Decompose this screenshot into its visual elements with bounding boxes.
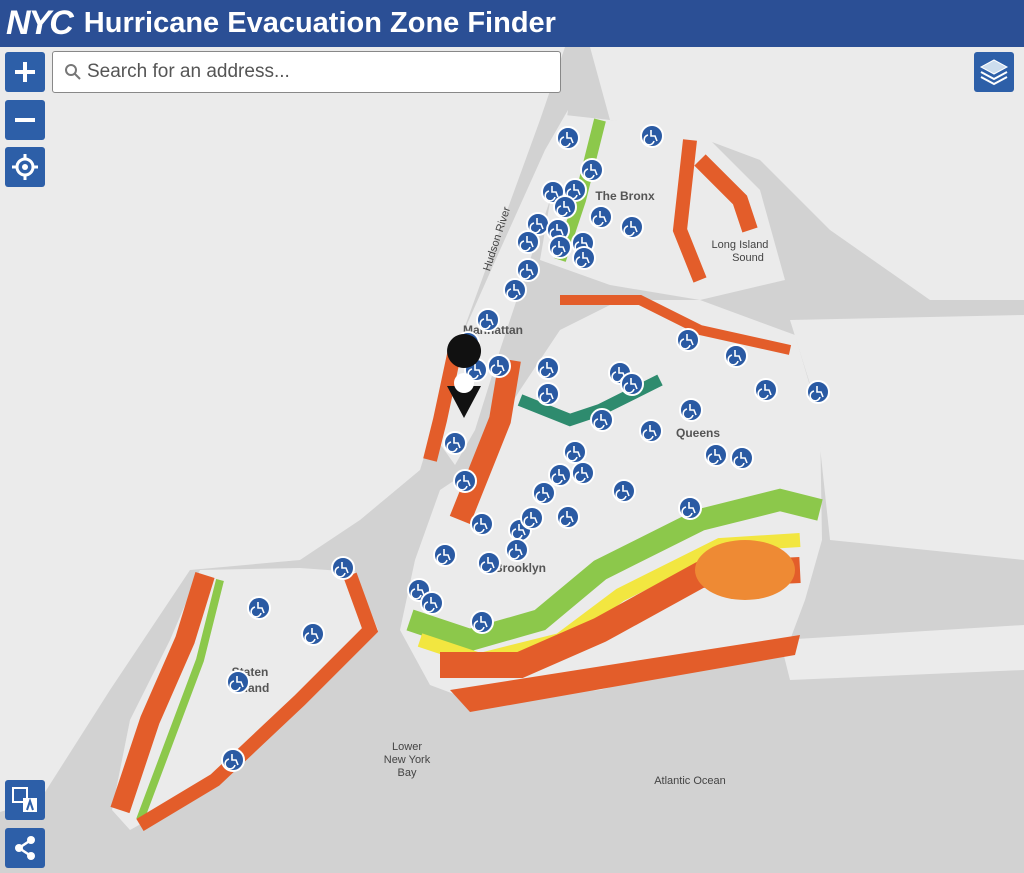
marker-icon — [643, 130, 658, 146]
marker-icon — [679, 334, 694, 350]
marker-icon — [480, 557, 495, 573]
share[interactable] — [5, 828, 45, 868]
marker-icon — [623, 378, 638, 394]
marker-icon — [535, 487, 550, 503]
marker-icon — [423, 597, 438, 613]
marker-icon — [229, 676, 244, 692]
marker-icon — [334, 562, 349, 578]
map-label: Brooklyn — [494, 561, 546, 575]
marker-icon — [556, 201, 571, 217]
marker-icon — [575, 252, 590, 268]
marker-icon — [544, 186, 559, 202]
marker-icon — [479, 314, 494, 330]
marker-icon — [250, 602, 265, 618]
layers[interactable] — [974, 52, 1014, 92]
marker-icon — [511, 524, 526, 540]
map-label: New York — [384, 754, 431, 766]
marker-icon — [551, 241, 566, 257]
marker-icon — [490, 360, 505, 376]
map-label: The Bronx — [595, 189, 655, 203]
marker-icon — [559, 132, 574, 148]
locate[interactable] — [5, 147, 45, 187]
marker-icon — [566, 446, 581, 462]
logo[interactable]: NYC — [6, 4, 74, 42]
marker-icon — [551, 469, 566, 485]
map-label: Sound — [732, 252, 764, 264]
map-label: Queens — [676, 426, 720, 440]
marker-icon — [757, 384, 772, 400]
marker-icon — [508, 544, 523, 560]
zoom-in[interactable] — [5, 52, 45, 92]
search-box[interactable]: Search for an address... — [52, 51, 561, 93]
location-pin[interactable] — [447, 334, 482, 418]
map[interactable]: The Bronx Long Island Sound Hudson River… — [0, 47, 1024, 873]
marker-icon — [623, 221, 638, 237]
map-label: Bay — [398, 767, 417, 779]
title: Hurricane Evacuation Zone Finder — [83, 7, 556, 39]
marker-icon — [681, 502, 696, 518]
map-label: Long Island — [712, 239, 769, 251]
marker-icon — [304, 628, 319, 644]
marker-icon — [727, 350, 742, 366]
zoom-out[interactable] — [5, 100, 45, 140]
marker-icon — [519, 264, 534, 280]
marker-icon — [642, 425, 657, 441]
map-label: Lower — [392, 741, 422, 753]
marker-icon — [436, 549, 451, 565]
marker-icon — [593, 414, 608, 430]
marker-icon — [473, 616, 488, 632]
marker-icon — [592, 211, 607, 227]
map-label: Atlantic Ocean — [654, 775, 726, 787]
marker-icon — [410, 584, 425, 600]
marker-icon — [523, 512, 538, 528]
marker-icon — [539, 388, 554, 404]
marker-icon — [506, 284, 521, 300]
marker-icon — [733, 452, 748, 468]
marker-icon — [809, 386, 824, 402]
marker-icon — [473, 518, 488, 534]
marker-icon — [224, 754, 239, 770]
marker-icon — [615, 485, 630, 501]
marker-icon — [682, 404, 697, 420]
translate[interactable] — [5, 780, 45, 820]
marker-icon — [574, 467, 589, 483]
marker-icon — [519, 236, 534, 252]
marker-icon — [707, 449, 722, 465]
marker-icon — [446, 437, 461, 453]
marker-icon — [559, 511, 574, 527]
marker-icon — [539, 362, 554, 378]
header: NYC Hurricane Evacuation Zone Finder — [0, 0, 1024, 47]
marker-icon — [456, 475, 471, 491]
marker-icon — [583, 164, 598, 180]
search-placeholder: Search for an address... — [87, 61, 290, 82]
